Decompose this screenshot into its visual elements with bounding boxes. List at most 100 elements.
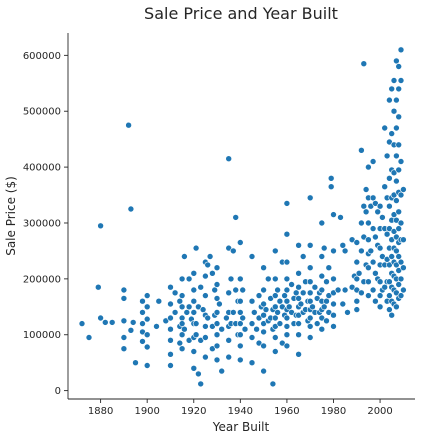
scatter-point bbox=[239, 314, 246, 322]
scatter-point bbox=[341, 286, 349, 294]
scatter-point bbox=[393, 57, 400, 65]
scatter-point bbox=[400, 236, 407, 243]
scatter-point bbox=[199, 306, 207, 313]
scatter-point bbox=[120, 345, 128, 353]
scatter-point bbox=[386, 306, 393, 313]
scatter-point bbox=[230, 309, 237, 316]
scatter-point bbox=[393, 303, 400, 311]
scatter-point bbox=[237, 297, 244, 305]
scatter-point bbox=[372, 297, 379, 305]
scatter-point bbox=[227, 275, 235, 283]
scatter-point bbox=[260, 367, 267, 375]
scatter-point bbox=[218, 325, 225, 333]
scatter-point bbox=[306, 297, 314, 305]
scatter-point bbox=[241, 325, 249, 333]
scatter-point bbox=[283, 275, 291, 283]
scatter-point bbox=[232, 214, 239, 221]
scatter-point bbox=[295, 331, 302, 339]
scatter-point bbox=[327, 183, 335, 190]
scatter-point bbox=[95, 283, 102, 291]
scatter-point bbox=[143, 362, 151, 369]
scatter-point bbox=[295, 269, 302, 277]
scatter-point bbox=[400, 286, 407, 294]
scatter-point bbox=[120, 317, 128, 325]
scatter-point bbox=[341, 247, 349, 255]
scatter-point bbox=[120, 295, 128, 302]
scatter-point bbox=[299, 253, 307, 260]
scatter-point bbox=[281, 292, 288, 299]
scatter-point bbox=[397, 275, 405, 283]
scatter-point bbox=[129, 319, 137, 326]
scatter-point bbox=[295, 283, 302, 291]
x-tick-label: 1940 bbox=[228, 406, 253, 417]
scatter-point bbox=[274, 309, 281, 316]
scatter-point bbox=[395, 208, 403, 216]
scatter-point bbox=[362, 186, 370, 193]
scatter-point bbox=[251, 309, 258, 316]
scatter-point bbox=[181, 253, 188, 260]
scatter-point bbox=[255, 292, 263, 299]
scatter-point bbox=[237, 356, 244, 364]
scatter-point bbox=[178, 275, 186, 283]
scatter-point bbox=[330, 211, 337, 218]
scatter-point bbox=[365, 278, 372, 286]
scatter-point bbox=[183, 309, 191, 316]
scatter-point bbox=[318, 219, 326, 227]
x-tick-label: 1880 bbox=[88, 406, 113, 417]
scatter-point bbox=[400, 264, 407, 272]
scatter-point bbox=[390, 77, 398, 84]
scatter-point bbox=[283, 323, 291, 330]
scatter-point bbox=[190, 348, 198, 355]
scatter-point bbox=[365, 264, 372, 272]
scatter-point bbox=[397, 258, 405, 266]
scatter-point bbox=[395, 63, 403, 70]
scatter-point bbox=[365, 219, 372, 227]
scatter-point bbox=[192, 320, 200, 327]
scatter-point bbox=[393, 177, 400, 185]
y-axis-label: Sale Price ($) bbox=[4, 176, 18, 256]
scatter-point bbox=[369, 286, 377, 294]
scatter-point bbox=[248, 359, 256, 367]
scatter-point bbox=[260, 286, 267, 294]
scatter-point bbox=[369, 194, 377, 202]
scatter-point bbox=[143, 315, 151, 323]
scatter-point bbox=[127, 205, 135, 213]
scatter-point bbox=[274, 286, 281, 294]
scatter-point bbox=[388, 311, 396, 319]
scatter-point bbox=[206, 253, 214, 260]
scatter-point bbox=[85, 334, 93, 341]
scatter-point bbox=[209, 269, 216, 277]
scatter-point bbox=[365, 236, 372, 243]
scatter-point bbox=[376, 202, 384, 210]
scatter-point bbox=[390, 107, 398, 115]
scatter-point bbox=[167, 283, 174, 291]
scatter-point bbox=[283, 297, 291, 305]
scatter-point bbox=[355, 269, 363, 277]
x-axis-ticks: 1880 1900 1920 1940 1960 1980 2000 bbox=[88, 399, 393, 417]
scatter-point bbox=[225, 353, 232, 361]
data-points bbox=[78, 46, 407, 388]
scatter-point bbox=[330, 275, 337, 283]
scatter-point bbox=[386, 96, 393, 104]
scatter-point bbox=[223, 314, 230, 322]
scatter-point bbox=[178, 303, 186, 311]
scatter-point bbox=[276, 320, 284, 327]
scatter-point bbox=[225, 155, 232, 162]
scatter-point bbox=[353, 306, 361, 313]
scatter-point bbox=[176, 297, 184, 305]
scatter-point bbox=[125, 121, 132, 129]
scatter-point bbox=[197, 283, 204, 291]
scatter-point bbox=[292, 289, 300, 297]
scatter-point bbox=[400, 186, 407, 193]
scatter-point bbox=[383, 230, 391, 238]
scatter-point bbox=[386, 175, 393, 182]
scatter-point bbox=[358, 289, 365, 297]
scatter-point bbox=[167, 336, 174, 344]
scatter-point bbox=[271, 247, 279, 255]
scatter-point bbox=[204, 261, 211, 269]
x-tick-label: 1900 bbox=[134, 406, 159, 417]
scatter-point bbox=[248, 297, 256, 305]
scatter-point bbox=[360, 202, 368, 210]
scatter-point bbox=[213, 320, 221, 327]
